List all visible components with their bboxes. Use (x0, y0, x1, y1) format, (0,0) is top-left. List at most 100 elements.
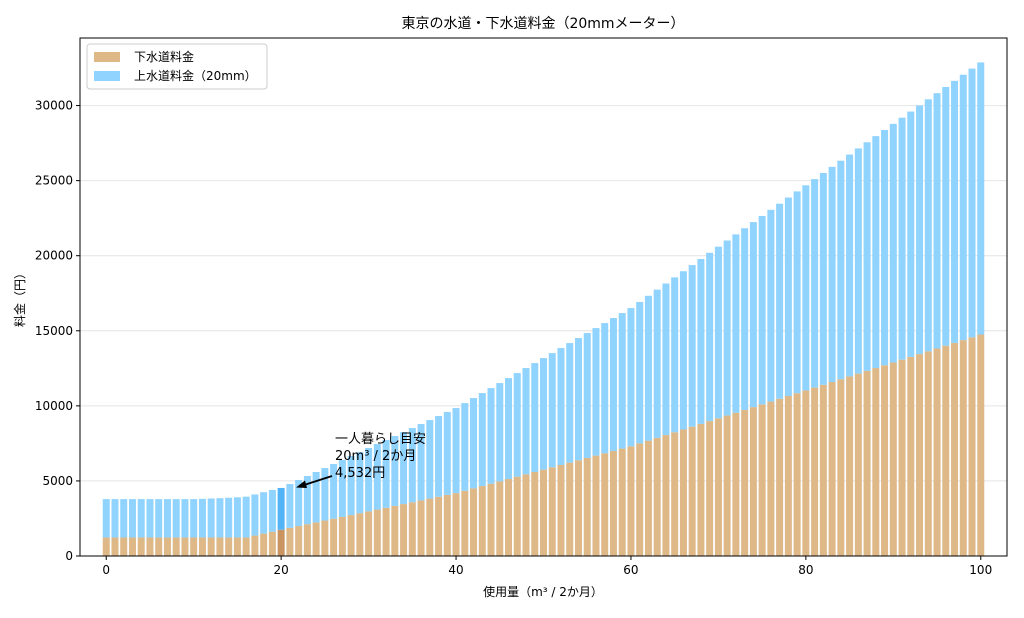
bar-sewer (951, 342, 959, 556)
bar-sewer (679, 429, 687, 556)
plot-frame (79, 37, 1008, 557)
bar-sewer (487, 483, 495, 556)
bar-water (776, 203, 784, 399)
bar-sewer (461, 490, 469, 556)
bar-water (443, 412, 451, 495)
bar-water (574, 338, 582, 461)
bar-water (487, 388, 495, 484)
bar-sewer (347, 515, 355, 556)
bar-water (907, 111, 915, 357)
bar-sewer (811, 387, 819, 556)
x-axis-label: 使用量（m³ / 2か月） (483, 584, 603, 599)
bar-water (889, 123, 897, 363)
bar-sewer (356, 513, 364, 556)
bar-water (426, 420, 434, 499)
bar-water (662, 283, 670, 436)
x-axis-ticks: 0 20 40 60 80 100 (102, 556, 992, 577)
y-tick-label: 15000 (35, 324, 73, 338)
bar-water (382, 440, 390, 508)
bar-sewer (260, 533, 268, 556)
bar-sewer (819, 384, 827, 556)
bar-sewer (207, 537, 215, 556)
bar-water (478, 393, 486, 487)
bar-sewer (443, 494, 451, 556)
bar-water (102, 499, 110, 538)
bar-water (819, 172, 827, 385)
bar-sewer (216, 537, 224, 556)
bar-water (977, 62, 985, 335)
bar-sewer (128, 537, 136, 556)
bar-water (338, 459, 346, 517)
bar-water (959, 74, 967, 341)
bar-sewer (662, 435, 670, 556)
bar-water (303, 475, 311, 525)
bar-water (881, 129, 889, 366)
bar-sewer (566, 462, 574, 556)
y-tick-label: 20000 (35, 249, 73, 263)
bar-sewer (426, 498, 434, 556)
bar-sewer (242, 537, 250, 556)
bar-sewer (225, 537, 233, 556)
bar-water (951, 80, 959, 343)
bar-sewer (714, 418, 722, 556)
bar-water (137, 499, 145, 538)
bar-water (111, 499, 119, 538)
y-tick-label: 10000 (35, 399, 73, 413)
bar-water (356, 452, 364, 514)
bar-water (767, 209, 775, 402)
bar-sewer (373, 509, 381, 556)
legend: 下水道料金 上水道料金（20mm） (86, 43, 268, 90)
bar-sewer (609, 450, 617, 556)
bar-sewer (330, 518, 338, 556)
bar-water (312, 471, 320, 523)
annotation-line-3: 4,532円 (335, 466, 385, 481)
bar-water (688, 265, 696, 427)
bar-water (793, 191, 801, 394)
bar-sewer (435, 496, 443, 556)
bar-water (706, 252, 714, 422)
bar-sewer (968, 337, 976, 556)
bar-sewer (233, 537, 241, 556)
annotation: 一人暮らし目安 20m³ / 2か月 4,532円 (296, 432, 426, 488)
bar-water (540, 358, 547, 470)
bar-sewer (382, 507, 390, 556)
bar-water (128, 499, 136, 538)
bar-sewer (688, 426, 696, 556)
bar-sewer (916, 354, 924, 556)
bar-water (548, 353, 556, 468)
bar-sewer (706, 421, 714, 556)
bar-sewer (452, 493, 460, 556)
bar-water (601, 323, 609, 454)
bar-water (644, 295, 652, 441)
bar-sewer (732, 412, 740, 556)
bar-sewer (513, 476, 521, 556)
bar-sewer (400, 504, 408, 556)
bar-sewer (959, 340, 967, 556)
bar-sewer (321, 520, 329, 556)
bar-water (172, 499, 180, 538)
bar-water (146, 499, 154, 538)
bar-water (198, 498, 206, 538)
y-tick-label: 5000 (42, 474, 73, 488)
bar-water (417, 424, 425, 501)
x-tick-label: 0 (102, 563, 110, 577)
bar-water (531, 363, 539, 473)
bar-water (679, 271, 687, 430)
bar-water (583, 333, 591, 458)
bar-water (933, 93, 941, 349)
bar-water (592, 328, 600, 456)
y-axis-ticks: 0 5000 10000 15000 20000 25000 30000 (35, 99, 80, 563)
bar-water (505, 378, 513, 480)
bar-sewer (312, 522, 320, 556)
bar-sewer (111, 537, 119, 556)
bar-water (260, 492, 268, 534)
bar-sewer (881, 365, 889, 556)
bar-water (496, 383, 504, 482)
bar-water (566, 343, 574, 463)
bar-sewer (872, 368, 880, 556)
bar-sewer (408, 502, 416, 556)
bar-water (268, 489, 276, 532)
bar-water (671, 277, 679, 433)
bars (102, 62, 985, 556)
bar-water (863, 142, 871, 371)
